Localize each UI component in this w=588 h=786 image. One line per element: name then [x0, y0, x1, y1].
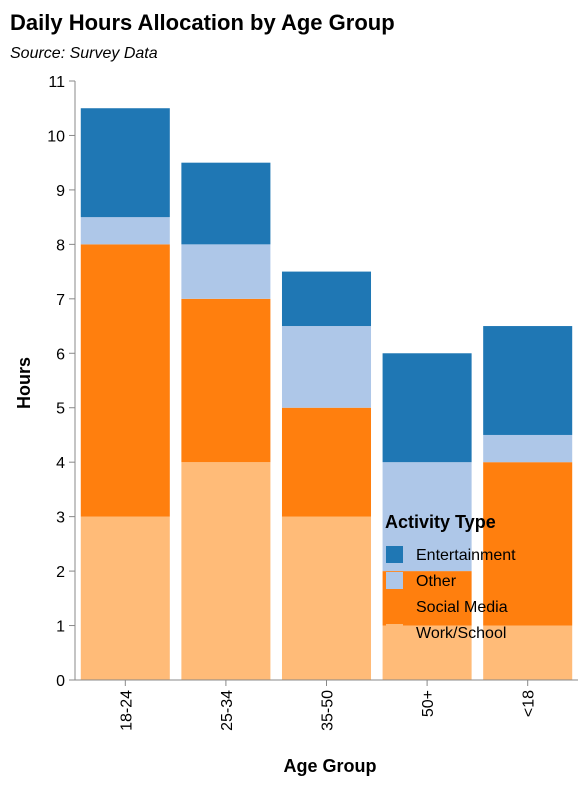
legend-swatch-entertainment: [386, 546, 403, 563]
bar-35-50-other: [281, 326, 372, 408]
y-tick-label: 3: [56, 510, 65, 527]
chart-subtitle: Source: Survey Data: [10, 45, 158, 62]
bar-under-18-entertainment: [483, 326, 573, 435]
bar-35-50-social-media: [281, 407, 372, 517]
legend-label-other: Other: [416, 573, 457, 590]
bar-18-24-work-school: [80, 516, 170, 680]
legend: Activity Type Entertainment Other Social M…: [385, 512, 516, 642]
x-tick-label: 50+: [420, 690, 437, 717]
bar-25-34-social-media: [181, 298, 271, 463]
bar-35-50-work-school: [281, 516, 372, 680]
y-tick-label: 1: [56, 619, 65, 636]
x-axis-title: Age Group: [284, 756, 377, 776]
x-tick-label: 18-24: [118, 690, 135, 731]
y-tick-label: 10: [47, 128, 65, 145]
bar-25-34-entertainment: [181, 162, 271, 245]
chart-title: Daily Hours Allocation by Age Group: [10, 10, 395, 35]
y-tick-label: 5: [56, 401, 65, 418]
legend-swatch-other: [386, 572, 403, 589]
y-tick-label: 0: [56, 673, 65, 690]
bar-50-plus-entertainment: [382, 353, 472, 463]
y-tick-label: 8: [56, 237, 65, 254]
bar-under-18-work-school: [483, 625, 573, 680]
y-tick-label: 6: [56, 346, 65, 363]
bar-18-24-social-media: [80, 244, 170, 517]
bars-layer: [80, 108, 573, 680]
x-tick-label: 35-50: [320, 690, 337, 731]
legend-swatch-social-media: [386, 598, 403, 615]
y-tick-label: 11: [48, 74, 65, 91]
legend-title: Activity Type: [385, 512, 496, 532]
y-tick-label: 2: [56, 564, 65, 581]
y-axis-title: Hours: [14, 357, 34, 409]
x-tick-label: 25-34: [219, 690, 236, 731]
bar-18-24-other: [80, 217, 170, 245]
x-tick-label: <18: [521, 690, 538, 717]
y-tick-label: 7: [56, 292, 65, 309]
legend-label-work-school: Work/School: [416, 625, 506, 642]
bar-under-18-other: [483, 434, 573, 463]
bar-18-24-entertainment: [80, 108, 170, 218]
y-axis: 0 1 2 3 4 5 6 7 8 9 10 11: [47, 74, 76, 690]
bar-25-34-other: [181, 244, 271, 299]
bar-35-50-entertainment: [281, 271, 372, 327]
x-axis: 18-24 25-34 35-50 50+ <18: [75, 679, 578, 731]
y-tick-label: 4: [56, 455, 65, 472]
legend-label-entertainment: Entertainment: [416, 547, 516, 564]
legend-swatch-work-school: [386, 624, 403, 641]
legend-label-social-media: Social Media: [416, 599, 508, 616]
bar-25-34-work-school: [181, 462, 271, 680]
bar-under-18-social-media: [483, 462, 573, 626]
y-tick-label: 9: [56, 183, 65, 200]
